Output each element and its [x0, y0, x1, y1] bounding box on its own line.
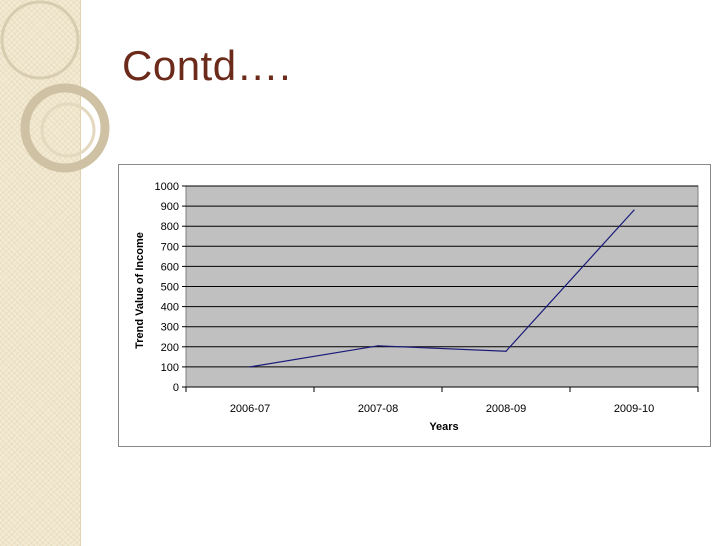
- x-axis-title: Years: [429, 421, 458, 433]
- y-tick-label: 700: [161, 241, 179, 253]
- y-tick-label: 1000: [155, 181, 179, 193]
- x-tick-label: 2006-07: [230, 403, 270, 415]
- line-chart: 0 100 200 300 400 500 600 700 800 900 1000 2006-07 2…: [134, 181, 699, 433]
- y-tick-label: 800: [161, 221, 179, 233]
- ring-large: [0, 0, 80, 80]
- y-tick-label: 500: [161, 282, 179, 294]
- series-line: [249, 209, 635, 368]
- y-tick-label: 200: [161, 342, 179, 354]
- slide-title: Contd….: [122, 42, 292, 89]
- y-tick-label: 0: [173, 382, 179, 394]
- x-tick-label: 2007-08: [358, 403, 398, 415]
- y-tick-label: 600: [161, 261, 179, 273]
- y-tick-label: 100: [161, 362, 179, 374]
- data-point: [505, 350, 507, 352]
- x-tick-label: 2009-10: [614, 403, 654, 415]
- y-tick-label: 300: [161, 322, 179, 334]
- y-tick-label: 900: [161, 201, 179, 213]
- decorative-rings: [0, 0, 110, 173]
- chart-frame: 0 100 200 300 400 500 600 700 800 900 1000 2006-07 2…: [118, 164, 711, 447]
- y-tick-label: 400: [161, 302, 179, 314]
- y-axis-title: Trend Value of Income: [134, 232, 146, 349]
- ring-inner: [40, 102, 96, 158]
- data-point: [633, 209, 635, 211]
- x-tick-label: 2008-09: [486, 403, 526, 415]
- data-point: [249, 366, 251, 368]
- ring-thick: [20, 83, 110, 173]
- data-point: [377, 345, 379, 347]
